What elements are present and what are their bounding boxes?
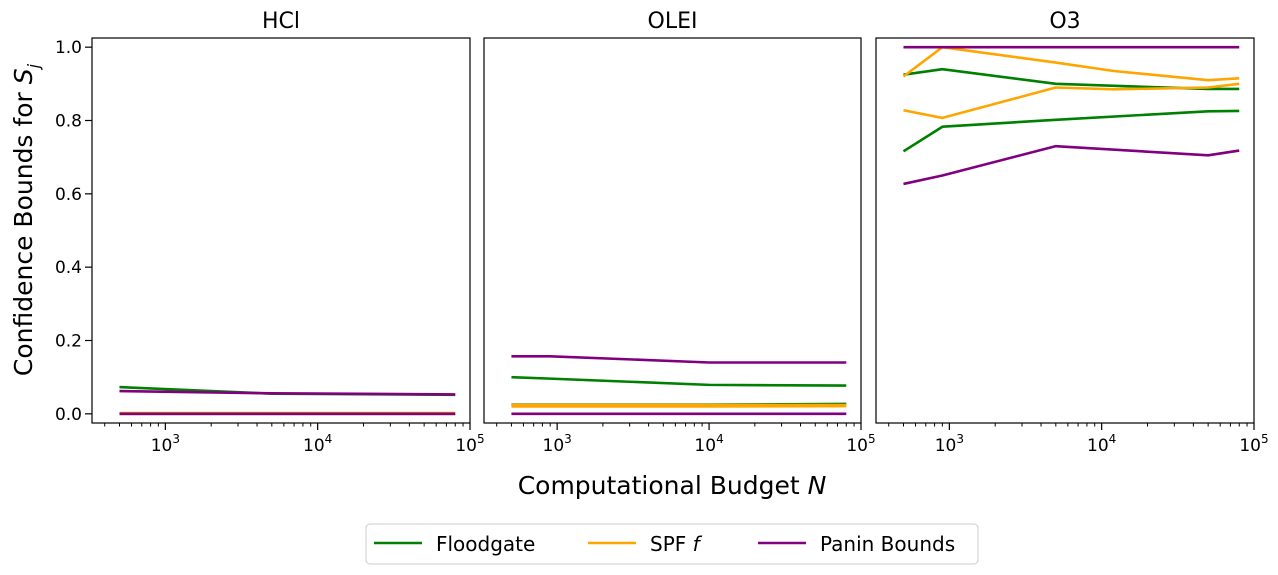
y-tick-label: 1.0	[55, 38, 82, 58]
x-tick-label: 105	[846, 432, 875, 456]
y-tick-label: 0.4	[55, 258, 82, 278]
y-tick-label: 0.2	[55, 332, 82, 352]
x-tick-label: 103	[935, 432, 964, 456]
x-tick-label: 104	[303, 432, 332, 456]
series-line-floodgate-upper	[903, 67, 1240, 91]
y-tick-label: 0.6	[55, 185, 82, 205]
plot-frame	[875, 37, 1255, 424]
panel-1: HCl 103 104 105 0.0 0.2 0.4 0.6 0.8 1.0	[55, 9, 485, 456]
series-line-panin-bounds-upper	[511, 354, 847, 364]
panels: HCl 103 104 105 0.0 0.2 0.4 0.6 0.8 1.0 OLEI 103 104…	[55, 9, 1269, 456]
plot-frame	[483, 37, 862, 424]
series-line-panin-bounds-upper	[119, 389, 456, 396]
panel-title: HCl	[262, 9, 300, 34]
legend: Floodgate SPF f Panin Bounds	[365, 523, 979, 565]
legend-label: Floodgate	[436, 532, 535, 556]
legend-item-spf: SPF f	[588, 532, 703, 556]
legend-item-panin: Panin Bounds	[758, 532, 955, 556]
series-line-spf-f-upper	[902, 45, 1240, 82]
x-tick-label: 103	[543, 432, 572, 456]
legend-label: Panin Bounds	[820, 532, 955, 556]
series-line-floodgate-upper	[511, 375, 847, 387]
y-tick-label: 0.0	[55, 405, 82, 425]
x-tick-label: 104	[694, 432, 723, 456]
panel-3: O3 103 104 105	[875, 9, 1269, 456]
series-line-panin-bounds-lower	[903, 144, 1240, 186]
legend-frame	[365, 523, 979, 565]
plot-frame	[91, 37, 471, 424]
legend-item-floodgate: Floodgate	[374, 532, 535, 556]
x-tick-label: 105	[1239, 432, 1268, 456]
series-line-spf-f-lower	[903, 82, 1240, 120]
x-tick-label: 104	[1087, 432, 1116, 456]
legend-label: SPF f	[650, 532, 703, 556]
panel-title: O3	[1049, 9, 1080, 34]
x-tick-label: 103	[151, 432, 180, 456]
y-tick-label: 0.8	[55, 112, 82, 132]
panel-2: OLEI 103 104 105	[483, 9, 876, 456]
series-line-floodgate-lower	[902, 109, 1240, 153]
panel-title: OLEI	[648, 9, 698, 34]
y-axis-label: Confidence Bounds for Sj	[9, 63, 43, 376]
x-tick-label: 105	[455, 432, 484, 456]
x-axis-label: Computational Budget N	[518, 471, 827, 500]
